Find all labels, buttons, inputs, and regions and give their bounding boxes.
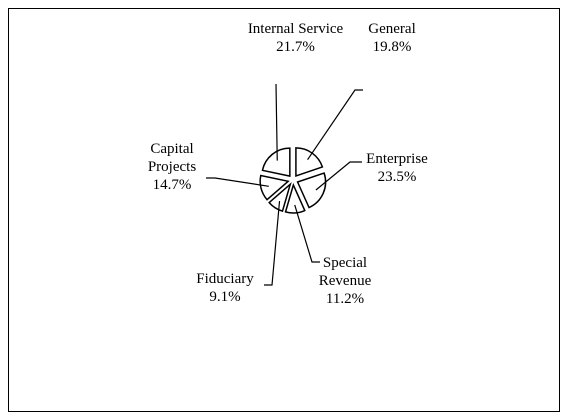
leader-line [264,201,281,286]
pie-slice [295,147,324,177]
value-label: 19.8% [372,39,412,55]
value-label: 9.1% [209,289,241,305]
leader-line [206,177,269,187]
pie-slice [284,182,306,214]
pie-slice [268,181,292,213]
value-label: 23.5% [377,169,417,185]
slice-label: Fiduciary 9.1% [180,270,270,306]
slice-label: Special Revenue 11.2% [305,254,385,308]
leader-line [294,204,320,263]
category-label: Enterprise [366,151,428,167]
category-label: Special Revenue [318,255,372,289]
leader-line [307,89,363,161]
category-label: Capital Projects [147,141,197,175]
category-label: Fiduciary [196,271,254,287]
category-label: General [368,21,416,37]
frame [8,8,560,412]
slice-label: General 19.8% [352,20,432,56]
slice-label: Enterprise 23.5% [352,150,442,186]
pie-slice [259,174,290,201]
slice-label: Capital Projects 14.7% [128,140,216,194]
category-label: Internal Service [247,21,344,37]
pie-slice [296,172,327,209]
leader-line [315,161,362,191]
leader-line [275,83,278,161]
value-label: 21.7% [276,39,315,55]
value-label: 11.2% [325,291,365,307]
value-label: 14.7% [152,177,192,193]
pie-slice [261,147,291,178]
slice-label: Internal Service 21.7% [238,20,353,56]
